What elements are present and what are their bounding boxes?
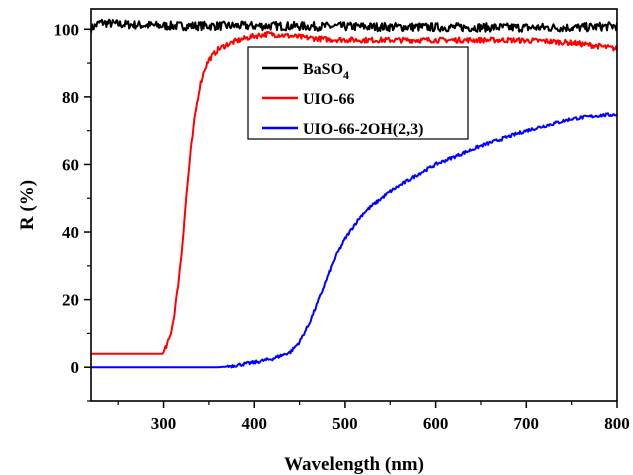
legend-label: UIO-66 [303,91,355,108]
plot-frame [90,8,618,402]
x-axis: 300 400 500 600 700 800 [117,401,630,433]
legend-label: UIO-66-2OH(2,3) [303,121,423,138]
legend-box [247,46,469,140]
y-axis: 0 20 40 60 80 100 [54,20,91,402]
series-line [91,112,617,369]
series-line [91,30,617,355]
series-line [91,18,617,34]
x-tick-label: 500 [332,414,358,433]
legend: BaSO4 UIO-66 UIO-66-2OH(2,3) [247,46,469,140]
legend-label: BaSO4 [303,61,349,82]
y-axis-title: R (%) [17,180,38,230]
x-tick-label: 300 [151,414,177,433]
x-tick-label: 400 [241,414,267,433]
y-tick-label: 20 [62,291,79,310]
y-tick-label: 80 [62,88,79,107]
x-axis-title: Wavelength (nm) [284,454,424,475]
y-tick-label: 40 [62,223,79,242]
plot-lines [91,18,617,369]
y-tick-label: 0 [71,358,80,377]
y-tick-label: 100 [54,20,80,39]
x-tick-label: 600 [423,414,449,433]
x-tick-label: 700 [514,414,540,433]
x-tick-label: 800 [604,414,630,433]
y-tick-label: 60 [62,155,79,174]
